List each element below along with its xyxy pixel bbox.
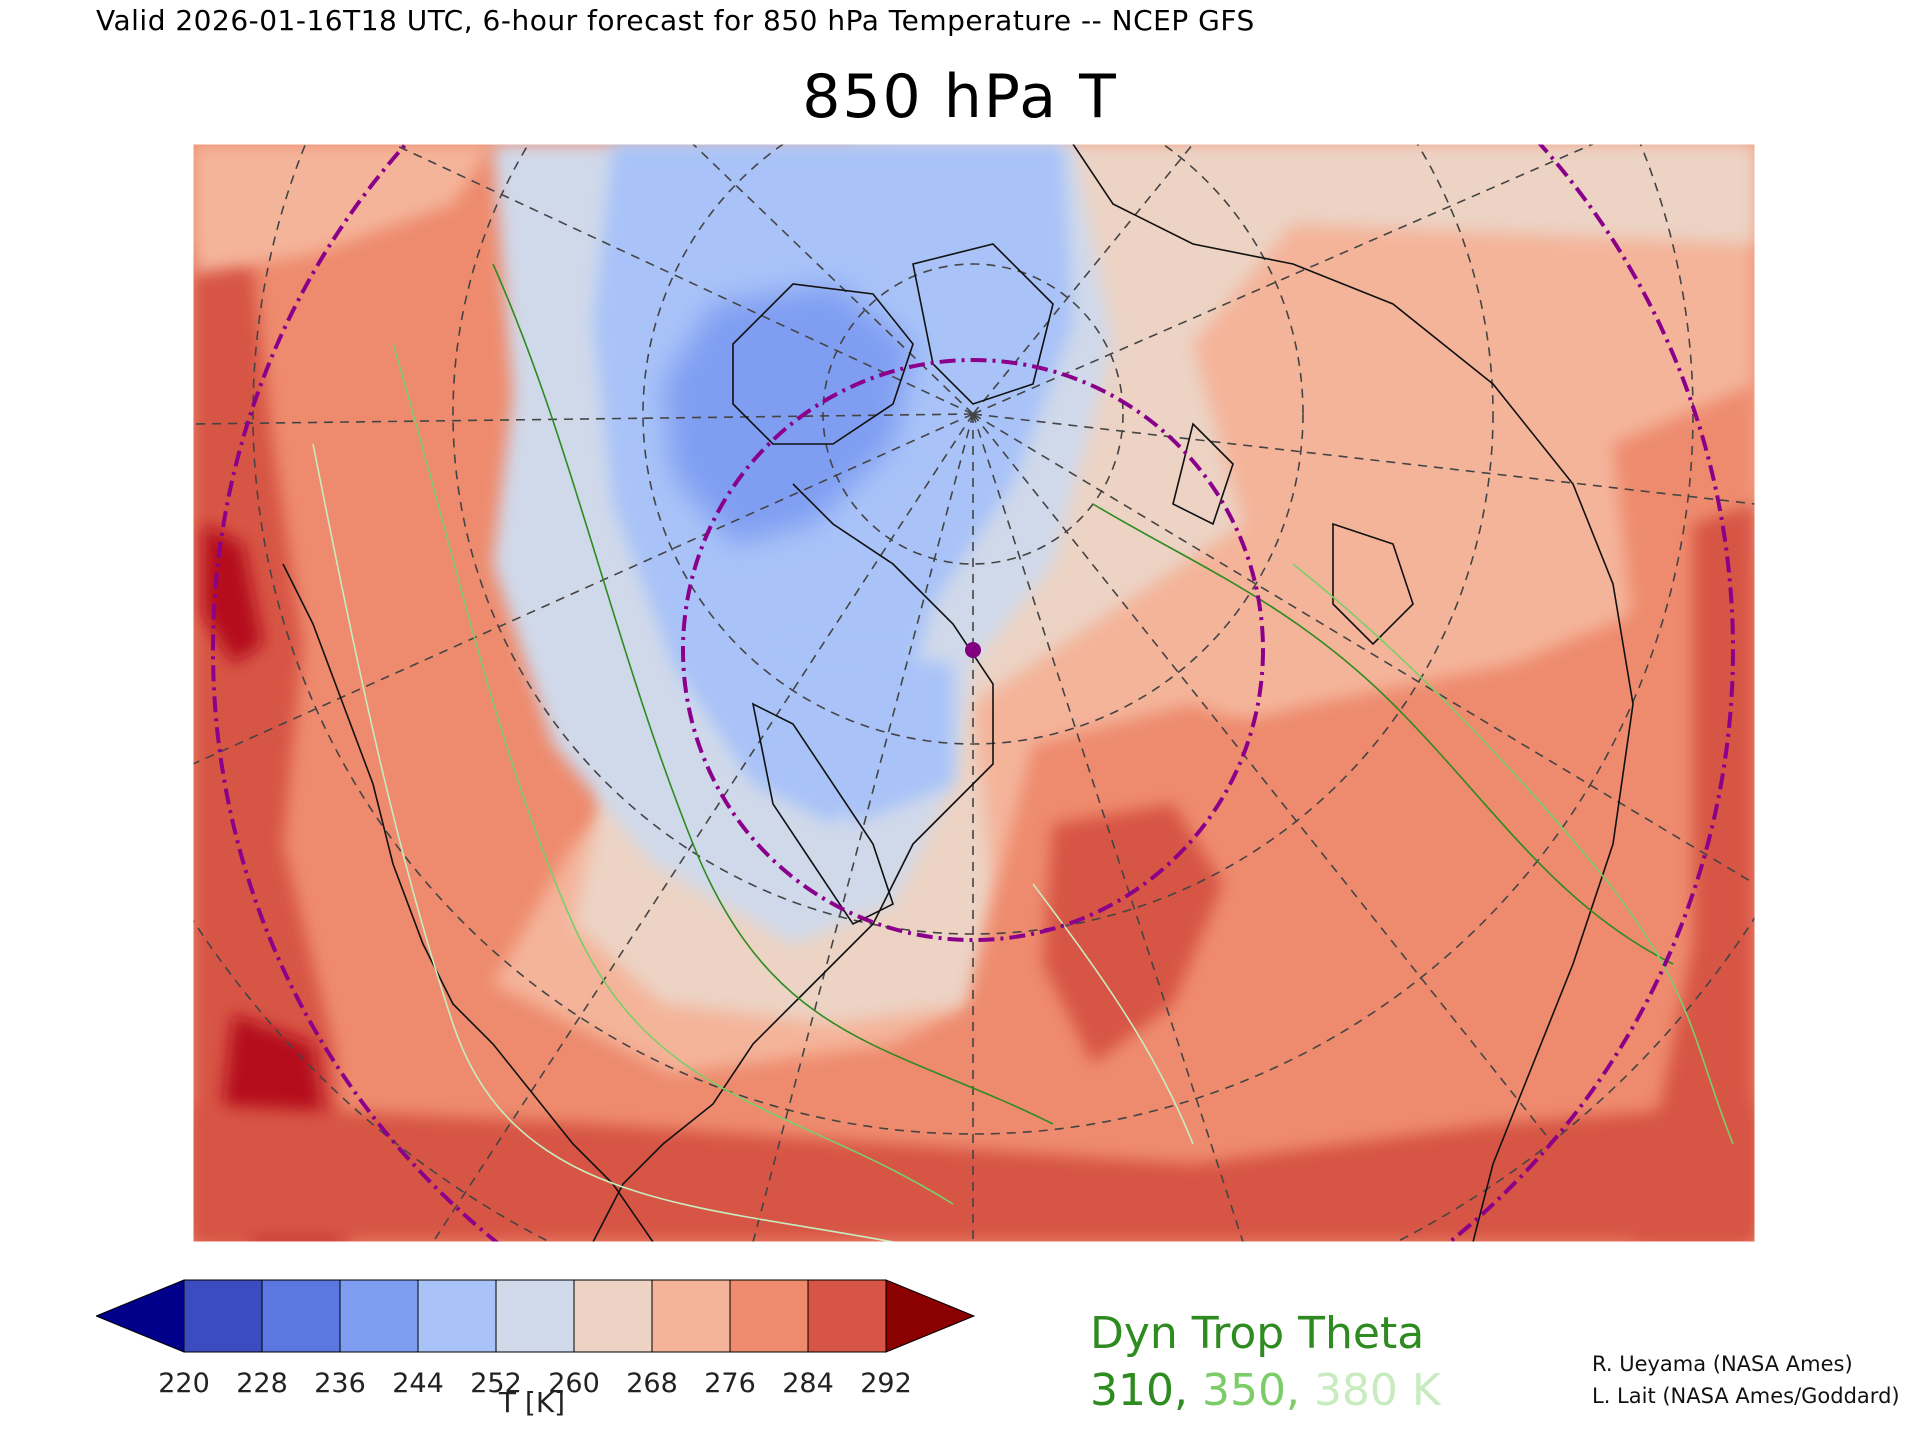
colorbar-tick-label: 244 [392, 1368, 444, 1399]
field-hot-east [1633, 504, 1755, 1242]
colorbar-tick-labels: 220 228 236 244 252 260 268 276 284 292 [158, 1368, 912, 1399]
range-circle-outer [211, 144, 1735, 1242]
coastline-arctic-islands [732, 283, 914, 445]
theta-value-350: 350 [1201, 1365, 1286, 1416]
field-warm-west [193, 244, 353, 1242]
meridian-line [193, 413, 974, 765]
colorbar-bin [729, 1279, 809, 1353]
colorbar-tick-label: 228 [236, 1368, 288, 1399]
colorbar-tick-label: 260 [548, 1368, 600, 1399]
range-circles [211, 144, 1735, 1242]
meridian-line [972, 144, 1194, 415]
dyn-trop-theta-values: 310, 350, 380 K [1090, 1365, 1441, 1416]
colorbar-unit-label: T [K] [498, 1386, 565, 1419]
colorbar-bin [417, 1279, 497, 1353]
theta-contours [312, 263, 1734, 1242]
colorbar-bin [651, 1279, 731, 1353]
field-cold-core [663, 284, 913, 544]
theta-contour-310 [1092, 503, 1674, 965]
colorbar-tick-label: 292 [860, 1368, 912, 1399]
coastline-west-america [282, 563, 654, 1242]
field-hot-spot-west [203, 524, 263, 664]
meridian-line [432, 413, 974, 1242]
location-marker [965, 642, 981, 658]
colorbar-tick-label: 276 [704, 1368, 756, 1399]
coastline-eurasia [1072, 144, 1634, 1242]
colorbar-bin [261, 1279, 341, 1353]
theta-contour-380 [312, 443, 894, 1242]
coastline-iceland [1172, 422, 1234, 526]
latitude-circle-80 [822, 263, 1124, 565]
coastline-hudson-bay [751, 702, 894, 926]
theta-separator: , [1173, 1365, 1202, 1416]
colorbar-tick-label: 252 [470, 1368, 522, 1399]
credits: R. Ueyama (NASA Ames) L. Lait (NASA Ames… [1592, 1348, 1900, 1412]
colorbar: 220 228 236 244 252 260 268 276 284 292 T [K] [96, 1279, 976, 1419]
credit-line-2: L. Lait (NASA Ames/Goddard) [1592, 1384, 1900, 1408]
map-field [193, 144, 1755, 1242]
theta-value-380: 380 [1313, 1365, 1398, 1416]
field-light-blue-bay [793, 644, 953, 824]
meridian-line [972, 413, 1755, 505]
theta-contour-350 [1292, 563, 1734, 1145]
colorbar-tick-label: 284 [782, 1368, 834, 1399]
field-pink-northwest [193, 144, 493, 274]
meridian-line [972, 413, 1755, 885]
theta-contour-350 [392, 343, 954, 1205]
meridian-line [972, 413, 1554, 1145]
meridian-line [972, 144, 1594, 415]
meridian-line [972, 413, 1244, 1242]
range-circle-inner [681, 358, 1265, 942]
dyn-trop-theta-title: Dyn Trop Theta [1090, 1308, 1425, 1359]
meridian-line [392, 144, 974, 415]
meridian-line [193, 413, 974, 425]
latitude-circle-50 [252, 144, 1694, 1135]
dyn-trop-theta-legend: Dyn Trop Theta 310, 350, 380 K [1090, 1308, 1441, 1416]
colorbar-bin [183, 1279, 263, 1353]
colorbar-tick-label: 268 [626, 1368, 678, 1399]
field-warm-south [193, 1104, 1755, 1242]
forecast-valid-line: Valid 2026-01-16T18 UTC, 6-hour forecast… [96, 4, 1255, 37]
colorbar-bin [573, 1279, 653, 1353]
colorbar-bin [495, 1279, 575, 1353]
colorbar-tick-label: 236 [314, 1368, 366, 1399]
field-atlantic-hot [1043, 804, 1223, 1064]
theta-contour-310 [492, 263, 1054, 1125]
theta-separator: , [1285, 1365, 1314, 1416]
coastlines [282, 144, 1634, 1242]
graticule [193, 144, 1755, 1242]
colorbar-bins [96, 1279, 976, 1353]
theta-value-310: 310 [1090, 1365, 1174, 1416]
coastline-east-america [592, 483, 994, 1242]
credit-line-1: R. Ueyama (NASA Ames) [1592, 1352, 1853, 1376]
meridian-line [692, 144, 974, 415]
map-title-text: 850 hPa T [802, 62, 1118, 132]
coastline-british-isles [1332, 522, 1414, 646]
colorbar-bin [807, 1279, 887, 1353]
colorbar-under-arrow [96, 1279, 185, 1353]
colorbar-tick-label: 220 [158, 1368, 210, 1399]
theta-unit: K [1397, 1365, 1441, 1416]
temperature-map [193, 144, 1755, 1242]
colorbar-over-arrow [885, 1279, 976, 1353]
map-title: 850 hPa T [0, 62, 1920, 132]
colorbar-bin [339, 1279, 419, 1353]
latitude-circle-70 [642, 144, 1304, 745]
theta-contour-380 [1032, 883, 1194, 1145]
